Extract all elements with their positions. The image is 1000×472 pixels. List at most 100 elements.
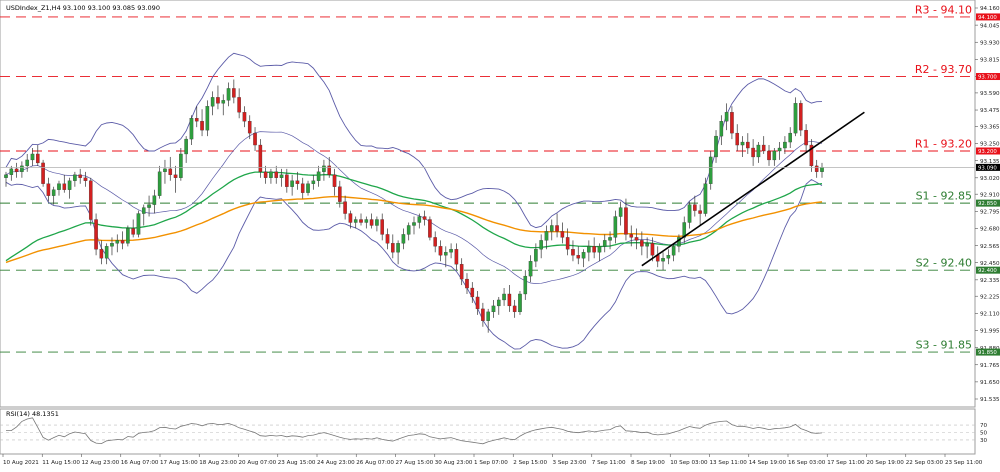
candle-body	[592, 246, 596, 253]
candle-body	[581, 252, 586, 259]
current-price-tag-text: 93.090	[978, 165, 997, 171]
candle-body	[793, 103, 798, 134]
candle-body	[57, 183, 61, 190]
x-tick-label: 10 Sep 03:00	[670, 460, 708, 466]
y-tick-label: 92.450	[980, 261, 1000, 267]
y-tick-label: 93.135	[980, 159, 1000, 165]
y-tick-label: 94.045	[980, 23, 1000, 29]
candle-body	[25, 159, 29, 167]
candle-body	[465, 278, 469, 289]
candle-body	[295, 180, 300, 184]
candle-body	[470, 287, 475, 298]
candle-body	[613, 216, 618, 238]
candle-body	[730, 112, 734, 134]
x-tick-label: 23 Aug 15:00	[278, 460, 316, 466]
x-tick-label: 30 Aug 23:00	[435, 460, 473, 466]
candle-body	[576, 255, 581, 259]
x-tick-label: 7 Sep 11:00	[592, 460, 626, 466]
candle-body	[136, 213, 141, 235]
candle-body	[300, 183, 305, 193]
candle-body	[210, 97, 215, 107]
candle-body	[549, 225, 554, 232]
x-tick-label: 16 Sep 03:00	[788, 460, 826, 466]
candle-body	[735, 132, 740, 146]
x-tick-label: 1 Sep 07:00	[474, 460, 508, 466]
candle-body	[88, 180, 93, 220]
y-tick-label: 91.650	[980, 380, 1000, 386]
candle-body	[693, 204, 697, 211]
x-tick-label: 27 Aug 15:00	[396, 460, 434, 466]
candle-body	[528, 261, 533, 277]
candle-body	[221, 100, 226, 104]
candle-body	[322, 165, 326, 172]
y-tick-label: 93.815	[980, 58, 1000, 64]
ascending-trendline	[641, 111, 865, 267]
candle-body	[449, 249, 453, 253]
candle-body	[78, 174, 82, 178]
candle-body	[518, 293, 522, 313]
rsi-level-label: 70	[980, 423, 988, 429]
x-tick-label: 20 Sep 19:00	[867, 460, 905, 466]
candle-body	[348, 213, 353, 223]
x-tick-label: 20 Aug 07:00	[239, 460, 277, 466]
x-tick-label: 11 Aug 15:00	[42, 460, 80, 466]
x-tick-label: 14 Sep 19:00	[749, 460, 787, 466]
candle-body	[168, 168, 173, 175]
support-resistance-levels: R3 - 94.10 94.100 R2 - 93.70 93.700 R1 - 93.…	[0, 3, 1000, 356]
candle-body	[327, 165, 332, 175]
y-tick-label: 92.910	[980, 192, 1000, 198]
x-tick-label: 18 Aug 23:00	[199, 460, 237, 466]
candle-body	[9, 168, 14, 175]
candle-body	[443, 252, 448, 256]
y-tick-label: 92.225	[980, 294, 1000, 300]
level-label: S2 - 92.40	[916, 257, 972, 270]
level-price-tag	[976, 348, 1000, 356]
candle-body	[359, 219, 363, 223]
rsi-line	[6, 417, 823, 445]
candle-body	[809, 144, 814, 167]
candle-body	[544, 231, 549, 241]
candle-body	[740, 141, 745, 146]
candle-body	[645, 243, 649, 247]
candle-body	[746, 141, 750, 149]
candle-body	[126, 228, 130, 244]
candle-body	[396, 243, 400, 253]
candle-body	[364, 219, 369, 223]
candle-body	[316, 171, 321, 181]
rsi-level-label: 30	[980, 438, 988, 444]
y-tick-label: 92.795	[980, 210, 1000, 216]
bollinger-upper-band	[5, 52, 823, 229]
level-price-tag	[976, 199, 1000, 207]
candle-body	[814, 165, 819, 172]
level-price-tag-text: 92.850	[978, 201, 997, 207]
candle-body	[629, 234, 634, 238]
y-tick-label: 92.335	[980, 278, 1000, 284]
candle-body	[279, 174, 284, 178]
candle-body	[30, 153, 35, 161]
level-label: R2 - 93.70	[915, 63, 972, 76]
level-price-tag-text: 91.850	[978, 350, 997, 356]
candle-body	[247, 121, 252, 134]
candle-body	[14, 168, 19, 172]
candle-body	[194, 118, 199, 122]
candle-body	[115, 240, 120, 244]
candle-body	[687, 204, 692, 223]
candle-body	[555, 225, 559, 232]
x-tick-label: 17 Sep 11:00	[827, 460, 865, 466]
y-tick-label: 92.565	[980, 244, 1000, 250]
level-price-tag-text: 92.400	[978, 268, 997, 274]
candle-body	[417, 216, 422, 223]
candle-body	[242, 112, 247, 122]
candles	[4, 79, 824, 333]
candle-body	[232, 88, 236, 98]
candle-body	[4, 174, 8, 178]
candle-body	[343, 201, 347, 214]
candle-body	[539, 240, 543, 250]
candle-body	[788, 132, 793, 143]
candle-body	[253, 132, 257, 146]
x-tick-label: 10 Aug 2021	[3, 460, 39, 466]
x-tick-label: 16 Aug 07:00	[121, 460, 159, 466]
candle-body	[51, 189, 56, 196]
candle-body	[534, 249, 538, 262]
candle-body	[94, 219, 98, 250]
